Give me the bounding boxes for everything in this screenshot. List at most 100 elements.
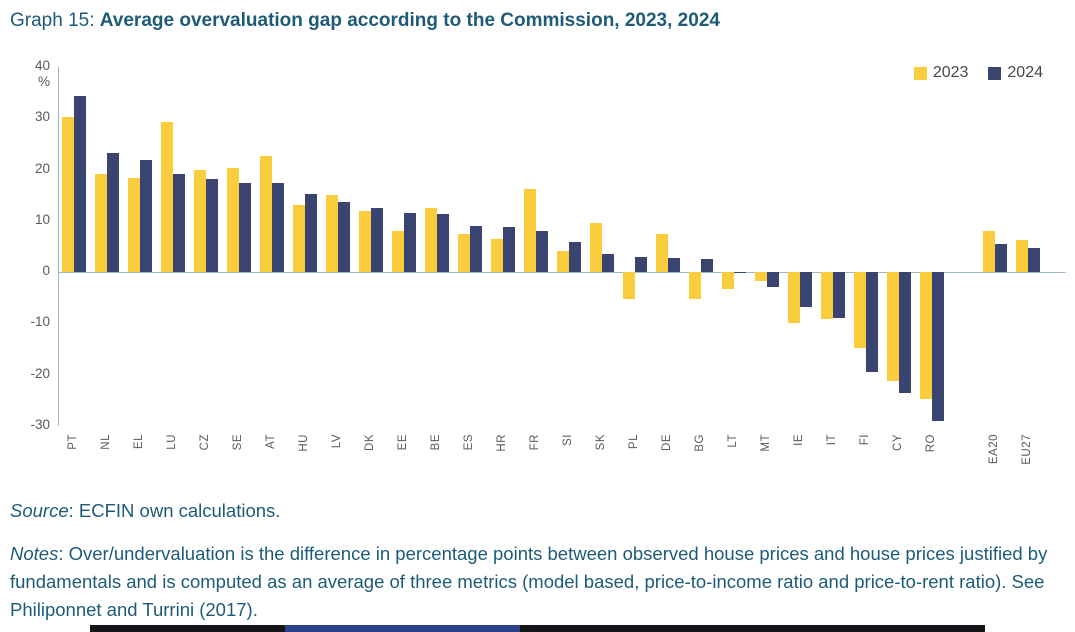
zero-axis-line [59,271,1066,273]
graph-title-text: Average overvaluation gap according to t… [99,10,720,31]
bar-2024-FI [866,272,878,373]
notes-label: Notes [10,543,59,564]
bar-2023-CZ [194,170,206,273]
bar-2024-CZ [206,178,218,273]
graph-number: Graph 15: [10,10,100,31]
bar-2023-AT [260,156,272,273]
bar-2024-EL [140,159,152,273]
bar-2023-EU27 [1016,239,1028,273]
legend-label-2024: 2024 [1007,64,1043,81]
bar-2024-EU27 [1028,247,1040,273]
x-axis-label-SK: SK [594,434,607,451]
bar-2024-BG [701,259,713,273]
bar-2024-BE [437,214,449,273]
legend-swatch-2023 [913,66,927,80]
bar-2024-LU [173,174,185,273]
x-axis-label-EE: EE [396,434,409,451]
x-axis-label-SI: SI [561,434,574,446]
bar-2023-HU [293,205,305,273]
bar-2023-CY [887,272,899,381]
bar-2024-ES [470,225,482,273]
bar-2023-FR [524,188,536,273]
bar-2023-BE [425,208,437,273]
x-axis-label-BE: BE [429,434,442,451]
x-axis-label-LT: LT [726,434,739,448]
y-tick-label: 0 [42,263,50,279]
x-axis-label-CZ: CZ [198,434,211,451]
graph-title: Graph 15: Average overvaluation gap acco… [10,10,720,32]
bar-2024-EA20 [995,243,1007,273]
bar-2023-EA20 [983,231,995,273]
bar-2023-FI [854,272,866,348]
bar-2024-CY [899,272,911,393]
x-axis-label-BG: BG [693,434,706,452]
x-axis-label-FI: FI [858,434,871,446]
x-axis-label-LU: LU [165,434,178,450]
x-axis-label-RO: RO [924,434,937,453]
footer-bar [90,625,985,632]
bar-2023-EE [392,231,404,273]
bar-2024-PL [635,257,647,273]
bar-2024-LV [338,201,350,273]
bar-2023-SK [590,222,602,273]
y-tick-label: 20 [34,160,50,176]
x-axis-label-HU: HU [297,434,310,452]
source-line: Source: ECFIN own calculations. [10,500,280,522]
legend-label-2023: 2023 [932,64,969,81]
bar-2023-IT [821,272,833,319]
x-axis-label-CY: CY [891,434,904,451]
x-axis-label-PL: PL [627,434,640,450]
bar-2023-LU [161,122,173,273]
legend-item-2024: 2024 [988,64,1043,82]
x-axis-label-EL: EL [132,434,145,450]
x-axis-label-IE: IE [792,434,805,446]
footer-bar-accent [285,625,520,632]
y-tick-label: 10 [34,211,50,227]
y-tick-label: -20 [30,365,50,381]
bar-2024-NL [107,152,119,273]
x-axis-label-PT: PT [66,434,79,450]
bar-2023-DK [359,210,371,273]
notes-paragraph: Notes: Over/undervaluation is the differ… [10,540,1065,624]
x-axis-label-NL: NL [99,434,112,450]
x-axis-label-ES: ES [462,434,475,451]
bar-2024-MT [767,272,779,287]
plot-area [58,67,1066,426]
bar-2024-DK [371,208,383,273]
bar-2023-ES [458,233,470,273]
bar-2024-HR [503,227,515,273]
x-axis-label-MT: MT [759,434,772,452]
x-axis-label-DK: DK [363,434,376,451]
bar-2023-DE [656,233,668,273]
bar-2023-RO [920,272,932,400]
bar-2024-AT [272,183,284,273]
bar-2023-SE [227,167,239,273]
chart-area: 2023 2024 40% 30 20 10 0 -10 -20 -30 PT NL EL LU CZ S… [30,58,1066,465]
y-tick-label: 40 [34,58,50,73]
x-axis-label-LV: LV [330,434,343,449]
y-tick-label: 30 [34,109,50,125]
x-axis-label-EU27: EU27 [1020,434,1033,465]
bar-2023-SI [557,251,569,273]
x-axis-label-EA20: EA20 [987,434,1000,465]
y-tick-label: -30 [30,417,50,432]
bar-2023-IE [788,272,800,323]
bar-2024-IE [800,272,812,307]
bar-2023-MT [755,272,767,282]
chart-legend: 2023 2024 [913,64,1043,82]
legend-item-2023: 2023 [913,64,969,82]
x-axis-label-HR: HR [495,434,508,452]
bar-2024-SK [602,254,614,273]
x-axis-label-AT: AT [264,434,277,449]
bar-2023-LV [326,195,338,273]
bar-2024-EE [404,213,416,273]
bar-2024-SI [569,242,581,273]
x-axis-label-FR: FR [528,434,541,451]
bar-2024-DE [668,258,680,273]
bar-2023-LT [722,272,734,290]
x-axis-label-IT: IT [825,434,838,446]
y-axis-unit-label: % [37,74,50,89]
x-axis-label-DE: DE [660,434,673,451]
bar-2024-LT [734,272,746,274]
